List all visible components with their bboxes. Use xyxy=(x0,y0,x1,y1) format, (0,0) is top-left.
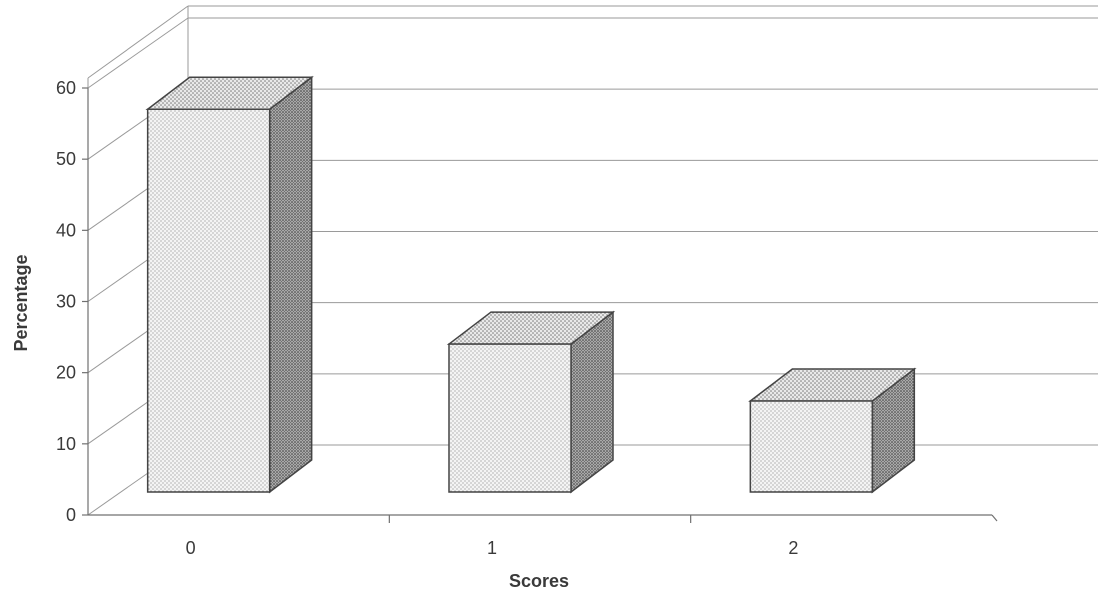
x-tick-labels: 0 1 2 xyxy=(186,538,799,558)
y-tick-label: 30 xyxy=(56,292,76,312)
bars xyxy=(145,75,917,494)
y-tick-label: 0 xyxy=(66,505,76,525)
x-tick-label: 1 xyxy=(487,538,497,558)
bar-side xyxy=(268,75,313,494)
x-tick-label: 0 xyxy=(186,538,196,558)
x-tick-label: 2 xyxy=(788,538,798,558)
bar xyxy=(145,75,314,494)
y-tick-label: 40 xyxy=(56,220,76,240)
bar-front xyxy=(448,343,572,493)
gridlines xyxy=(87,17,1098,516)
bar xyxy=(748,367,917,494)
bar xyxy=(446,310,616,494)
x-axis-title: Scores xyxy=(509,571,569,591)
y-tick-label: 10 xyxy=(56,434,76,454)
axes xyxy=(82,87,998,523)
y-axis-title: Percentage xyxy=(11,254,31,351)
bar-front xyxy=(749,400,874,493)
y-tick-label: 20 xyxy=(56,363,76,383)
y-tick-label: 50 xyxy=(56,149,76,169)
y-tick-label: 60 xyxy=(56,78,76,98)
gridline xyxy=(87,17,189,89)
bar-front xyxy=(146,108,271,493)
y-tick-labels: 0 10 20 30 40 50 60 xyxy=(56,78,76,525)
